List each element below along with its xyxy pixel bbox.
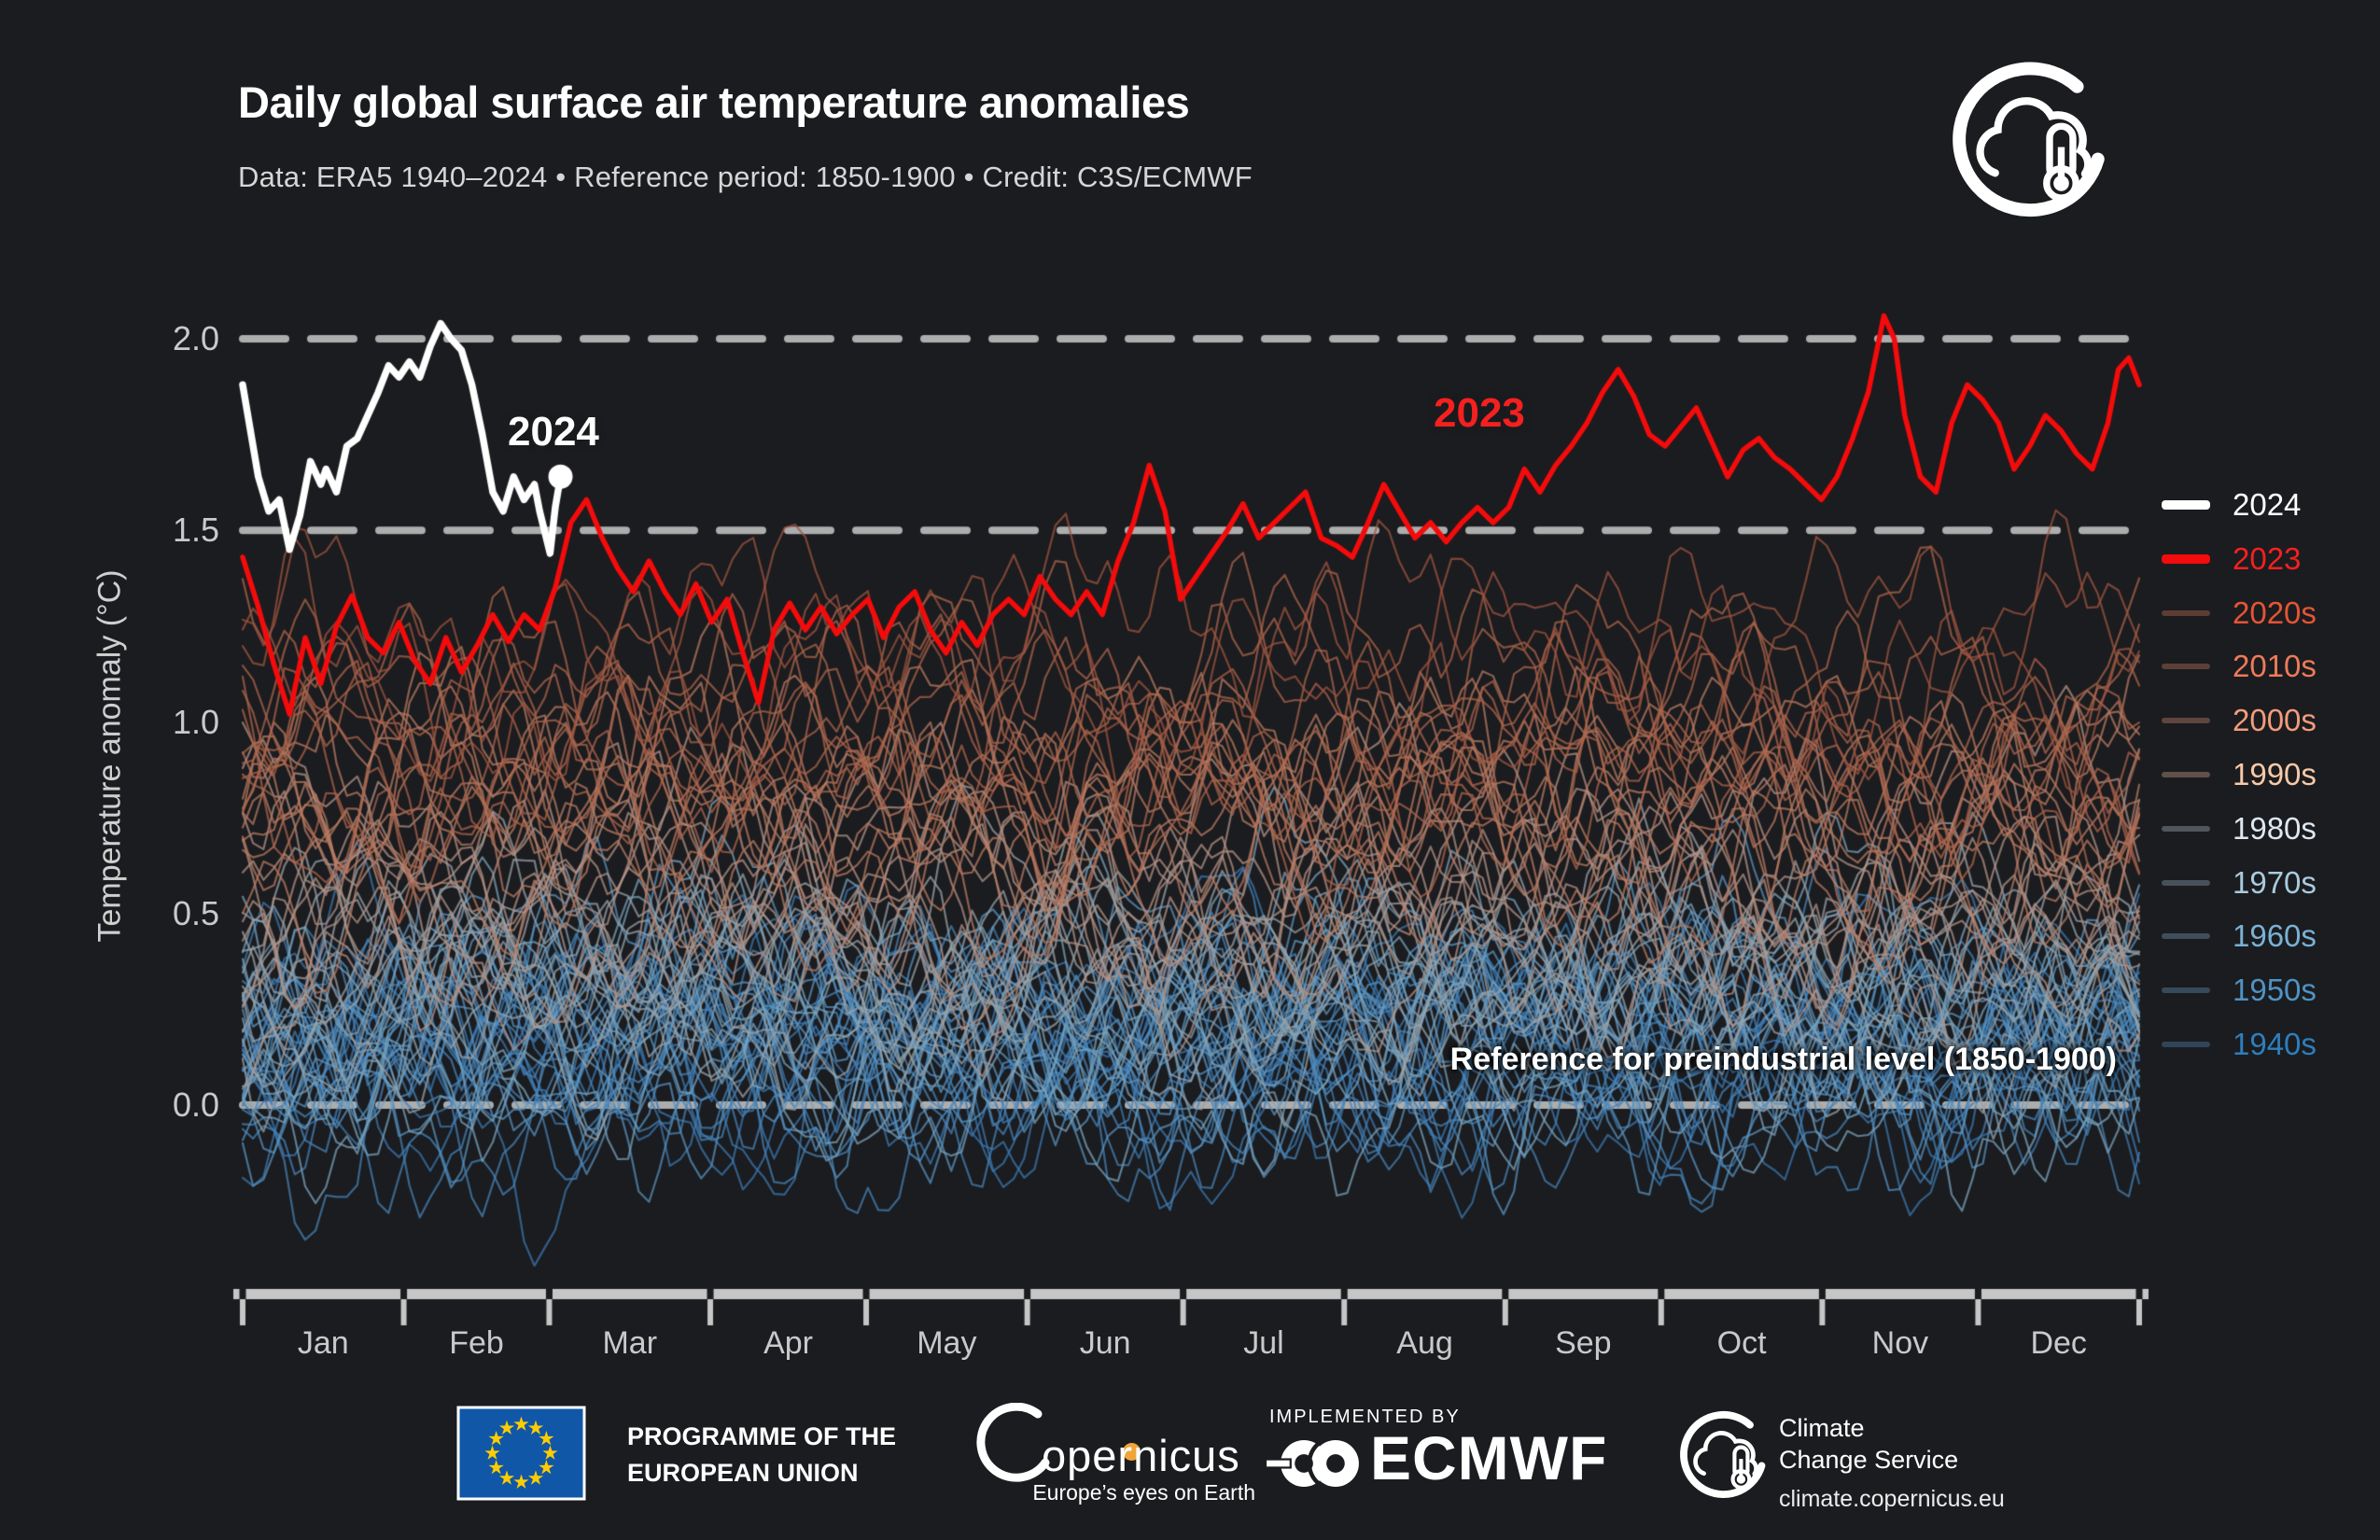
c3s-cloud-thermometer-icon xyxy=(1946,49,2119,235)
y-axis-title: Temperature anomaly (°C) xyxy=(91,569,128,943)
legend-label-2024: 2024 xyxy=(2233,487,2302,522)
legend-item-1940s: 1940s xyxy=(2162,1024,2317,1065)
legend-label-2010s: 2010s xyxy=(2233,649,2317,684)
y-tick-label-0.0: 0.0 xyxy=(172,1085,219,1124)
copernicus-wordmark: opernicus xyxy=(1042,1431,1240,1480)
legend-item-1950s: 1950s xyxy=(2162,970,2317,1011)
month-label-may: May xyxy=(917,1325,977,1361)
month-label-jun: Jun xyxy=(1079,1325,1131,1361)
legend-label-2020s: 2020s xyxy=(2233,595,2317,630)
eu-programme-text: PROGRAMME OF THE EUROPEAN UNION xyxy=(627,1419,896,1491)
preindustrial-reference-annotation: Reference for preindustrial level (1850-… xyxy=(1449,1042,2117,1077)
month-label-apr: Apr xyxy=(763,1325,813,1361)
implemented-by-label: IMPLEMENTED BY xyxy=(1269,1407,1461,1427)
month-label-oct: Oct xyxy=(1716,1325,1767,1361)
month-label-dec: Dec xyxy=(2030,1325,2087,1361)
legend-item-2010s: 2010s xyxy=(2162,646,2317,687)
legend-swatch-1990s xyxy=(2162,772,2210,777)
legend-label-1990s: 1990s xyxy=(2233,757,2317,791)
legend-item-2000s: 2000s xyxy=(2162,700,2317,741)
climate-change-service-text: Climate Change Service xyxy=(1779,1412,1958,1476)
eu-programme-line2: EUROPEAN UNION xyxy=(627,1459,859,1487)
month-label-jul: Jul xyxy=(1243,1325,1284,1361)
legend-label-1960s: 1960s xyxy=(2233,918,2317,954)
legend-swatch-2024 xyxy=(2162,500,2210,510)
legend-swatch-1980s xyxy=(2162,825,2210,832)
c3s-line2: Change Service xyxy=(1779,1446,1959,1474)
y-tick-label-1.5: 1.5 xyxy=(172,511,219,550)
month-label-sep: Sep xyxy=(1555,1325,1612,1361)
eu-programme-line1: PROGRAMME OF THE xyxy=(627,1422,896,1450)
month-label-aug: Aug xyxy=(1396,1325,1453,1361)
legend-item-2024: 2024 xyxy=(2162,484,2301,525)
month-label-feb: Feb xyxy=(449,1325,504,1361)
legend-swatch-1960s xyxy=(2162,933,2210,940)
c3s-cloud-thermometer-icon-small xyxy=(1676,1404,1773,1508)
eu-flag-logo xyxy=(456,1406,586,1501)
legend-swatch-2000s xyxy=(2162,718,2210,724)
series-label-2024: 2024 xyxy=(508,409,599,455)
legend-swatch-1940s xyxy=(2162,1042,2210,1047)
ecmwf-wordmark: ECMWF xyxy=(1370,1423,1608,1492)
month-label-nov: Nov xyxy=(1871,1325,1929,1361)
legend-label-1980s: 1980s xyxy=(2233,810,2317,846)
legend-swatch-1950s xyxy=(2162,987,2210,994)
page-title: Daily global surface air temperature ano… xyxy=(238,77,1190,127)
y-tick-label-2.0: 2.0 xyxy=(172,319,219,357)
legend-item-2023: 2023 xyxy=(2162,539,2301,580)
month-label-mar: Mar xyxy=(602,1325,658,1361)
legend-label-2023: 2023 xyxy=(2233,540,2302,576)
legend-swatch-1970s xyxy=(2162,879,2210,886)
page-subtitle: Data: ERA5 1940–2024 • Reference period:… xyxy=(238,161,1253,193)
legend-label-1950s: 1950s xyxy=(2233,973,2317,1008)
legend-swatch-2023 xyxy=(2162,553,2210,564)
legend-label-1940s: 1940s xyxy=(2233,1027,2317,1061)
legend-label-1970s: 1970s xyxy=(2233,864,2317,900)
month-label-jan: Jan xyxy=(297,1325,349,1361)
legend-item-1960s: 1960s xyxy=(2162,916,2317,957)
ecmwf-logo-icon xyxy=(1266,1435,1365,1492)
y-tick-label-0.5: 0.5 xyxy=(172,893,219,932)
legend-swatch-2010s xyxy=(2162,664,2210,670)
legend-item-1990s: 1990s xyxy=(2162,754,2317,795)
copernicus-tagline: Europe’s eyes on Earth xyxy=(1032,1480,1255,1505)
legend-item-1970s: 1970s xyxy=(2162,862,2317,903)
legend-label-2000s: 2000s xyxy=(2233,703,2317,738)
legend-swatch-2020s xyxy=(2162,609,2210,616)
series-label-2023: 2023 xyxy=(1434,390,1525,436)
c3s-url: climate.copernicus.eu xyxy=(1779,1486,2005,1512)
legend-item-2020s: 2020s xyxy=(2162,593,2317,634)
copernicus-orange-dot xyxy=(1123,1443,1141,1461)
y-tick-label-1.0: 1.0 xyxy=(172,702,219,741)
legend-item-1980s: 1980s xyxy=(2162,808,2317,849)
copernicus-crescent-icon xyxy=(976,1403,1050,1482)
c3s-line1: Climate xyxy=(1779,1414,1865,1442)
